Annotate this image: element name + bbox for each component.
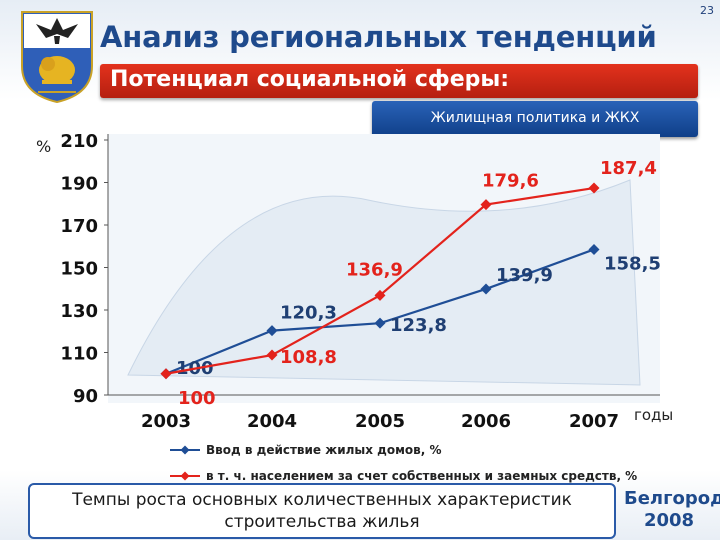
caption-box: Темпы роста основных количественных хара… (28, 483, 616, 539)
x-tick-label: 2003 (141, 411, 191, 432)
plot-map-shape (127, 179, 641, 386)
caption-line-1: Темпы роста основных количественных хара… (72, 490, 572, 510)
data-label: 136,9 (346, 259, 403, 280)
data-label: 120,3 (280, 303, 337, 324)
topic-text: Жилищная политика и ЖКХ (430, 110, 640, 126)
y-tick-label: 150 (60, 259, 98, 280)
subtitle-text: Потенциал социальной сферы: (110, 67, 510, 92)
data-point (374, 317, 386, 329)
caption-text: Темпы роста основных количественных хара… (30, 489, 614, 533)
y-axis-label: % (36, 137, 51, 156)
data-label: 108,8 (280, 347, 337, 368)
data-label: 139,9 (496, 265, 553, 286)
city-label: Белгород 2008 (624, 488, 720, 532)
x-tick-label: 2007 (569, 411, 619, 432)
x-tick-label: 2004 (247, 411, 297, 432)
legend-label: Ввод в действие жилых домов, % (206, 443, 442, 457)
topic-badge: Жилищная политика и ЖКХ (372, 101, 698, 137)
y-tick-label: 110 (60, 344, 98, 365)
data-point (588, 243, 600, 255)
data-label: 179,6 (482, 171, 539, 192)
x-tick-label: 2005 (355, 411, 405, 432)
y-tick-label: 190 (60, 174, 98, 195)
legend-label: в т. ч. населением за счет собственных и… (206, 469, 637, 483)
y-tick-label: 210 (60, 131, 98, 152)
caption-line-2: строительства жилья (224, 512, 420, 532)
city-year: 2008 (643, 510, 695, 531)
data-label: 158,5 (604, 253, 661, 274)
x-axis-label: годы (634, 406, 673, 424)
data-point (266, 325, 278, 337)
data-point (266, 349, 278, 361)
data-point (480, 199, 492, 211)
page-title: Анализ региональных тенденций (100, 20, 657, 54)
slide-number: 23 (700, 4, 714, 17)
legend-marker (180, 471, 190, 481)
data-label: 100 (178, 388, 216, 409)
city-name: Белгород (624, 488, 720, 509)
legend-marker (180, 445, 190, 455)
subtitle-banner: Потенциал социальной сферы: (100, 64, 698, 98)
y-tick-label: 170 (60, 216, 98, 237)
data-point (160, 368, 172, 380)
x-tick-label: 2006 (461, 411, 511, 432)
data-point (374, 289, 386, 301)
data-label: 123,8 (390, 315, 447, 336)
data-point (588, 182, 600, 194)
data-label: 187,4 (600, 158, 657, 179)
data-point (480, 283, 492, 295)
y-tick-label: 130 (60, 301, 98, 322)
y-tick-label: 90 (73, 386, 98, 407)
coat-of-arms-icon (21, 11, 93, 104)
